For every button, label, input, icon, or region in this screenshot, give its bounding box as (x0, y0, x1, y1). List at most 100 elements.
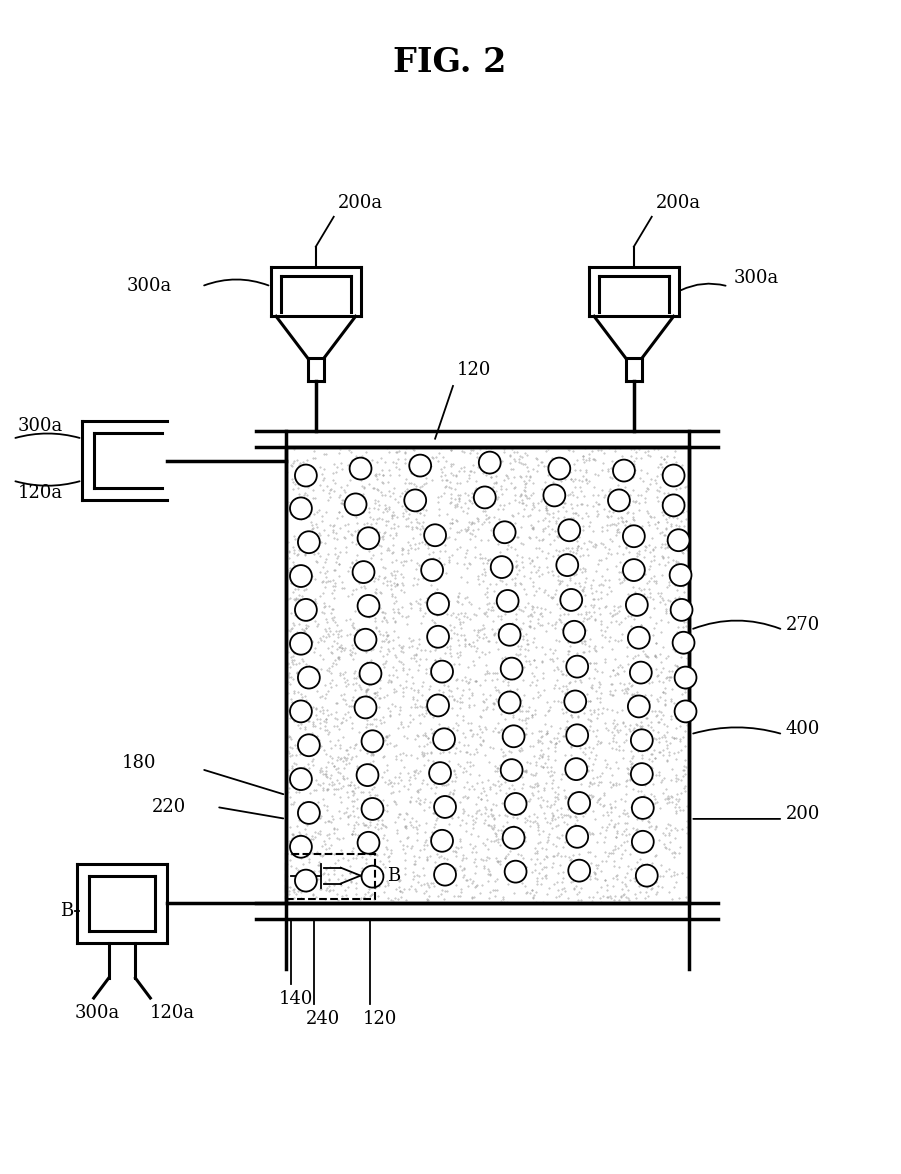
Point (593, 734, 607, 753)
Point (474, 707, 488, 726)
Point (591, 441, 605, 460)
Point (423, 621, 437, 640)
Point (579, 861, 594, 879)
Point (371, 480, 386, 499)
Bar (286, 853, 376, 898)
Point (665, 507, 679, 526)
Point (355, 468, 369, 487)
Point (437, 808, 451, 826)
Point (409, 818, 423, 837)
Point (616, 713, 631, 731)
Point (651, 666, 666, 684)
Point (351, 808, 366, 826)
Point (287, 795, 301, 814)
Point (610, 702, 624, 721)
Point (296, 581, 311, 600)
Point (291, 580, 305, 599)
Point (558, 720, 572, 738)
Point (562, 642, 577, 661)
Point (519, 466, 533, 485)
Point (579, 684, 594, 703)
Point (519, 635, 533, 654)
Point (532, 749, 546, 768)
Point (415, 770, 430, 789)
Point (447, 802, 461, 821)
Point (581, 822, 596, 841)
Point (538, 508, 552, 527)
Point (527, 811, 542, 830)
Point (388, 551, 403, 569)
Point (629, 492, 643, 511)
Point (633, 580, 648, 599)
Point (329, 463, 343, 481)
Point (287, 875, 302, 893)
Point (617, 458, 632, 477)
Circle shape (498, 623, 521, 646)
Point (523, 764, 538, 783)
Point (425, 723, 440, 742)
Point (319, 710, 333, 729)
Point (359, 723, 374, 742)
Point (369, 683, 384, 702)
Point (464, 888, 478, 906)
Point (413, 790, 427, 809)
Point (582, 451, 596, 470)
Circle shape (503, 726, 524, 747)
Point (391, 652, 405, 670)
Point (529, 755, 543, 774)
Point (661, 553, 676, 572)
Point (432, 673, 446, 691)
Point (451, 491, 466, 510)
Point (617, 466, 632, 485)
Point (619, 825, 633, 844)
Point (336, 829, 350, 848)
Point (496, 499, 510, 518)
Point (417, 593, 432, 612)
Point (450, 846, 464, 865)
Point (439, 471, 453, 490)
Point (623, 565, 638, 583)
Point (530, 842, 544, 861)
Point (457, 801, 471, 819)
Point (464, 807, 478, 825)
Point (363, 816, 378, 835)
Point (605, 468, 619, 487)
Point (322, 627, 336, 646)
Point (345, 565, 359, 583)
Point (574, 774, 588, 792)
Point (365, 780, 379, 798)
Point (532, 832, 547, 851)
Point (409, 811, 423, 830)
Point (396, 687, 410, 706)
Point (325, 656, 340, 675)
Point (340, 889, 354, 908)
Point (424, 769, 439, 788)
Point (471, 511, 486, 529)
Point (591, 485, 605, 504)
Point (461, 518, 476, 537)
Point (339, 677, 353, 696)
Point (437, 675, 451, 694)
Point (425, 707, 440, 726)
Point (343, 697, 358, 716)
Point (440, 835, 454, 853)
Point (396, 679, 411, 697)
Point (537, 582, 551, 601)
Point (587, 602, 602, 621)
Point (396, 555, 411, 574)
Point (302, 832, 316, 851)
Point (518, 832, 532, 851)
Point (332, 637, 346, 656)
Point (595, 566, 609, 585)
Point (289, 745, 304, 764)
Circle shape (549, 458, 570, 479)
Point (632, 876, 646, 895)
Point (450, 605, 465, 623)
Point (612, 602, 626, 621)
Point (305, 868, 319, 886)
Point (296, 855, 311, 873)
Point (376, 748, 390, 767)
Point (469, 795, 483, 814)
Point (452, 655, 467, 674)
Point (449, 861, 463, 879)
